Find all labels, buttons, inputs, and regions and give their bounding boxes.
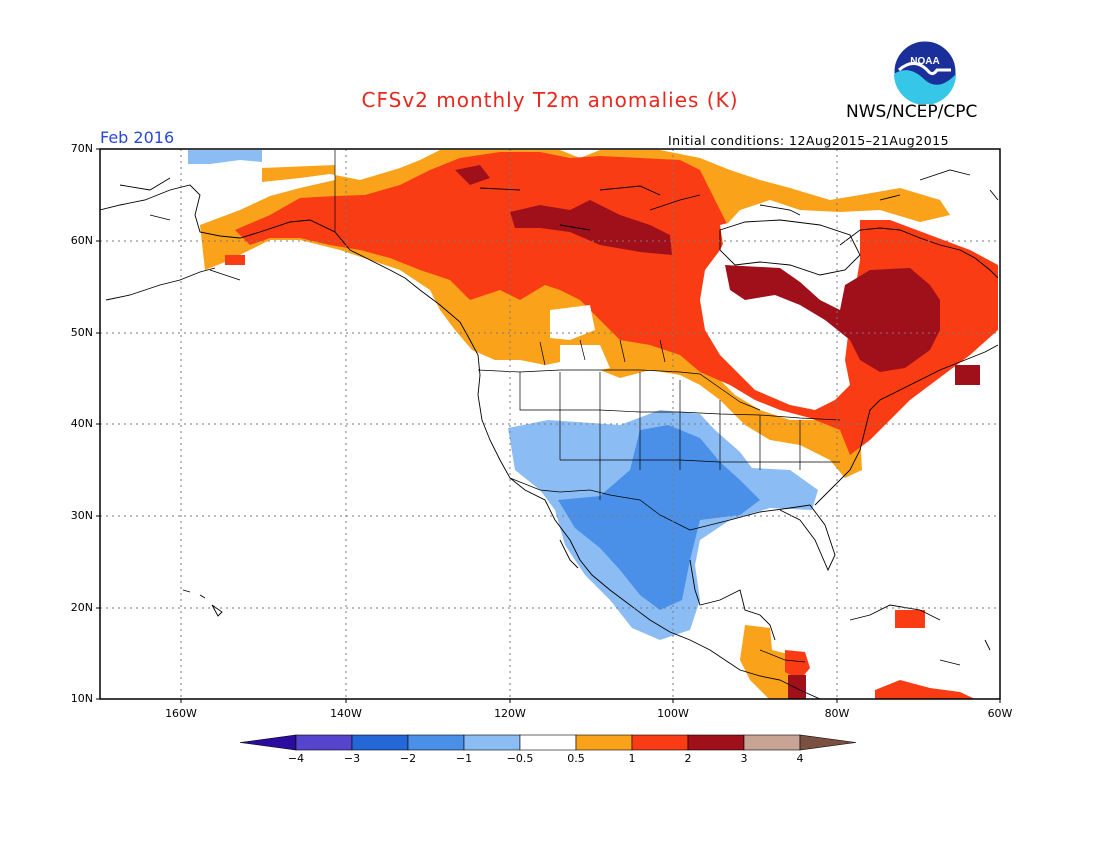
colorbar-label: 0.5 — [567, 752, 585, 765]
colorbar-high-arrow — [799, 734, 857, 751]
colorbar-label: 3 — [740, 752, 748, 765]
organization-label: NWS/NCEP/CPC — [846, 102, 978, 122]
axis-ticks — [96, 148, 1001, 703]
colorbar-low-arrow — [239, 734, 297, 751]
lon-label: 160W — [165, 707, 197, 720]
map-title: CFSv2 monthly T2m anomalies (K) — [361, 88, 739, 112]
colorbar-segment — [743, 734, 801, 751]
colorbar-segment — [351, 734, 409, 751]
colorbar-segment — [575, 734, 633, 751]
lat-label: 20N — [70, 601, 93, 614]
colorbar-segment — [687, 734, 745, 751]
noaa-logo: NOAA — [893, 40, 957, 104]
colorbar-segment — [463, 734, 521, 751]
colorbar-label: 4 — [796, 752, 804, 765]
lat-label: 50N — [70, 326, 93, 339]
political-borders — [334, 150, 841, 663]
cold-anomaly-region — [188, 150, 818, 640]
lon-label: 60W — [987, 707, 1013, 720]
colorbar-label: −0.5 — [506, 752, 534, 765]
strong-warm-anomaly-region — [455, 165, 980, 699]
colorbar-label: −1 — [455, 752, 473, 765]
colorbar-label: 2 — [684, 752, 692, 765]
lat-label: 60N — [70, 234, 93, 247]
lat-label: 30N — [70, 509, 93, 522]
colorbar-segment — [631, 734, 689, 751]
colorbar-label: −2 — [399, 752, 417, 765]
lat-label: 70N — [70, 142, 93, 155]
warm-anomaly-region — [225, 152, 998, 699]
colorbar-label: 1 — [628, 752, 636, 765]
colorbar-segment — [295, 734, 353, 751]
colorbar-label: −4 — [287, 752, 305, 765]
colorbar-segment — [407, 734, 465, 751]
forecast-period: Feb 2016 — [100, 128, 175, 147]
lon-label: 100W — [657, 707, 689, 720]
lon-label: 80W — [824, 707, 850, 720]
colorbar-segment — [519, 734, 577, 751]
lat-label: 40N — [70, 417, 93, 430]
map-field — [100, 149, 1000, 699]
lon-label: 140W — [330, 707, 362, 720]
noaa-logo-text: NOAA — [910, 56, 939, 67]
colorbar-label: −3 — [343, 752, 361, 765]
lon-label: 120W — [494, 707, 526, 720]
lat-label: 10N — [70, 692, 93, 705]
graticule — [100, 149, 1000, 699]
colorbar — [239, 734, 857, 751]
initial-conditions: Initial conditions: 12Aug2015–21Aug2015 — [668, 133, 950, 148]
